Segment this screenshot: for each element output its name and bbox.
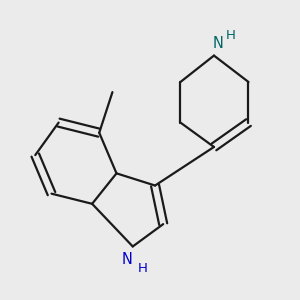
Text: H: H bbox=[138, 262, 148, 275]
Text: N: N bbox=[121, 252, 132, 267]
Text: N: N bbox=[213, 36, 224, 51]
Text: H: H bbox=[225, 29, 235, 42]
